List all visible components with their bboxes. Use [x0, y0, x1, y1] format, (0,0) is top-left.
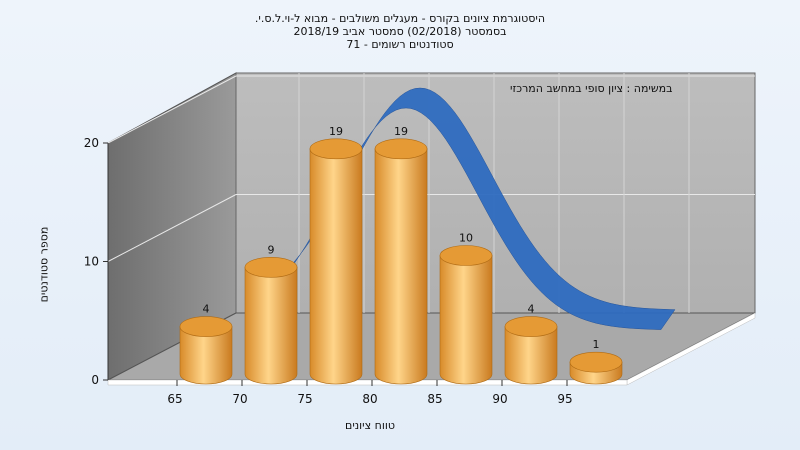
x-tick-label-2: 75: [297, 392, 312, 406]
chart-walls: [107, 72, 756, 386]
chart-title-line-2: בסמסטר (02/2018) סמסטר אביב 2018/19: [293, 25, 507, 38]
bars: [179, 138, 623, 385]
data-label-85: 10: [459, 232, 473, 245]
bar-body: [179, 326, 233, 385]
x-tick-label-1: 70: [232, 392, 247, 406]
bar-95: [569, 351, 623, 385]
y-axis-title: מספר סטודנטים: [37, 226, 51, 303]
bar-top: [179, 316, 233, 337]
data-label-75: 19: [329, 125, 343, 138]
x-tick-label-0: 65: [167, 392, 182, 406]
bar-body: [309, 148, 363, 385]
chart-title-line-1: היסטוגרמת ציונים בקורס - מעגלים משולבים …: [254, 12, 546, 25]
x-tick-label-3: 80: [362, 392, 377, 406]
data-labels: 4 9 19 19 10 4 1: [203, 125, 600, 351]
grid-line-left-2: [107, 75, 237, 144]
bar-body: [374, 148, 428, 385]
bar-top: [439, 245, 493, 266]
bar-top: [569, 351, 623, 373]
normal-curve: [265, 87, 676, 330]
bar-65: [179, 316, 233, 385]
x-axis-title: טווח ציונים: [345, 419, 395, 432]
bar-85: [439, 245, 493, 385]
bar-70: [244, 257, 298, 385]
chart-title-line-3: סטודנטים רשומים - 71: [346, 38, 454, 51]
data-label-65: 4: [203, 303, 210, 316]
bar-top: [374, 138, 428, 160]
x-tick-label-5: 90: [492, 392, 507, 406]
data-label-95: 1: [593, 338, 600, 351]
bar-top: [504, 316, 558, 337]
x-tick-label-6: 95: [557, 392, 572, 406]
y-tick-label-2: 20: [84, 136, 99, 150]
bar-90: [504, 316, 558, 385]
data-label-70: 9: [268, 243, 275, 256]
data-label-80: 19: [394, 125, 408, 138]
bar-body: [504, 326, 558, 385]
grid-line-left-1: [107, 194, 237, 262]
bar-top: [309, 138, 363, 160]
data-label-90: 4: [528, 303, 535, 316]
y-tick-label-1: 10: [84, 255, 99, 269]
x-tick-label-4: 85: [427, 392, 442, 406]
x-axis: 65 70 75 80 85 90 95: [167, 380, 573, 406]
bar-top: [244, 257, 298, 278]
bar-75: [309, 138, 363, 385]
y-tick-label-0: 0: [91, 373, 99, 387]
bar-body: [439, 255, 493, 385]
bar-80: [374, 138, 428, 385]
curve-label: במשימה : ציון סופי במחשב המרכזי: [510, 82, 673, 95]
y-axis: 0 10 20: [84, 136, 109, 387]
normal-curve-ribbon: [265, 87, 676, 330]
bar-body: [244, 267, 298, 385]
